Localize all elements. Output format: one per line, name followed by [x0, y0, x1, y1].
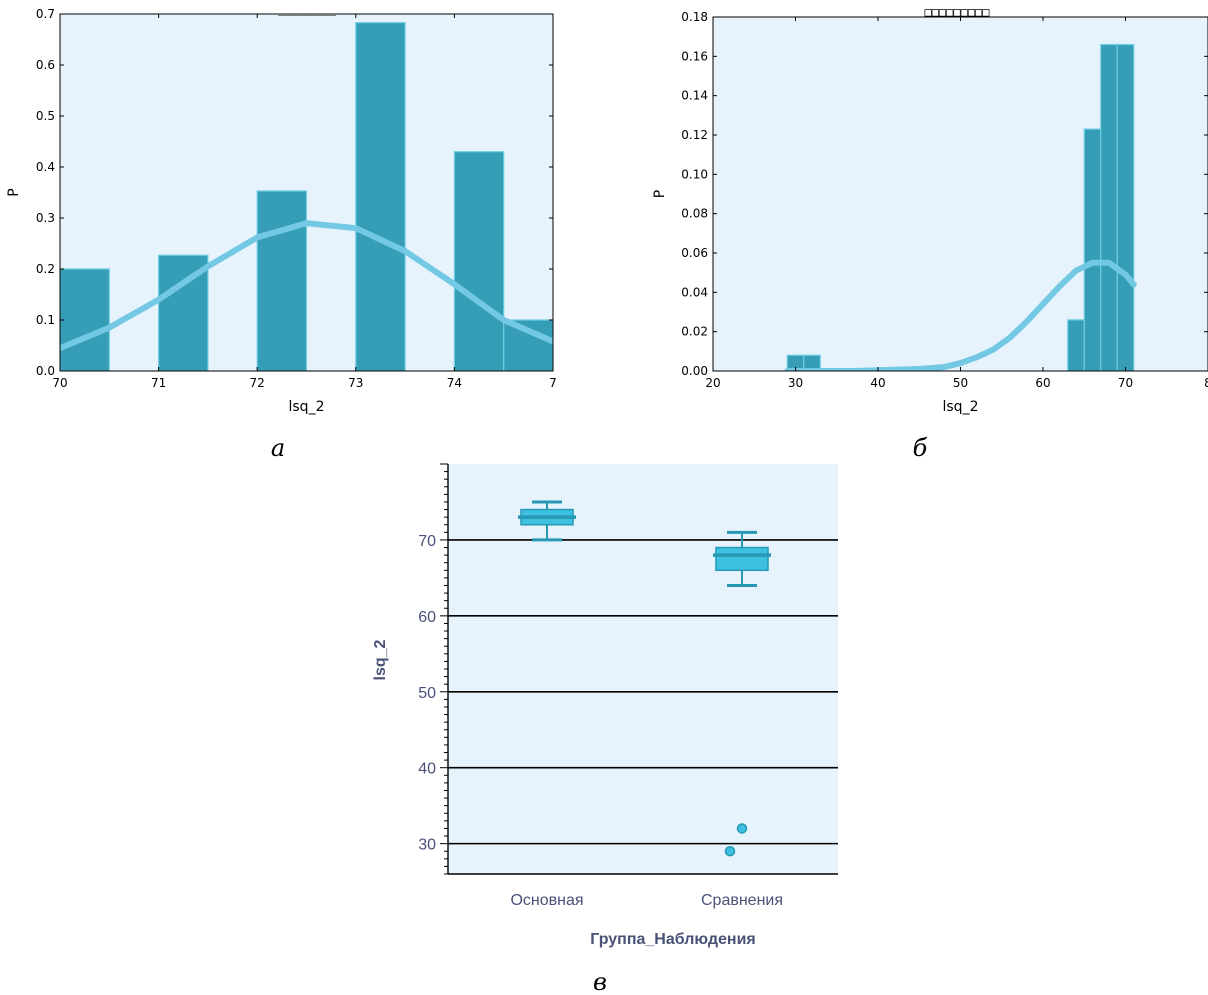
a-y-tick-label: 0.7 [36, 7, 55, 21]
a-x-tick-label: 71 [151, 376, 166, 390]
chart-a-density-curve [60, 220, 553, 352]
caption-c: в [593, 968, 607, 995]
histogram-chart-a: 70 71 72 73 74 7 0.0 0.1 0.2 0.3 0.4 0.5 0.6 0.7 ____… [6, 2, 557, 415]
a-x-tick-label: 72 [250, 376, 265, 390]
chart-b-y-axis-label: P [652, 190, 668, 198]
b-x-tick-label: 30 [788, 376, 803, 390]
chart-c-iqr-box [715, 546, 769, 572]
chart-c-box-1: Основная [510, 500, 584, 909]
b-y-tick-label: 0.00 [681, 364, 708, 378]
b-y-tick-label: 0.12 [681, 128, 708, 142]
chart-a-title-glyphs: ________ [278, 2, 337, 16]
a-bar-0 [60, 268, 110, 371]
a-x-tick-label: 74 [447, 376, 462, 390]
chart-c-y-tick-label: 30 [418, 837, 436, 854]
b-y-tick-label: 0.04 [681, 285, 708, 299]
chart-c-category-label: Сравнения [701, 892, 783, 909]
b-x-tick-label: 70 [1118, 376, 1133, 390]
b-bar-2 [1067, 319, 1085, 371]
chart-a-x-axis-label: lsq_2 [289, 399, 325, 415]
b-x-tick-label: 60 [1035, 376, 1050, 390]
b-y-tick-label: 0.16 [681, 49, 708, 63]
b-x-tick-label: 50 [953, 376, 968, 390]
chart-c-box-2: Сравнения [701, 530, 783, 909]
b-bar-4 [1100, 43, 1118, 371]
a-y-tick-label: 0.1 [36, 313, 55, 327]
a-y-tick-label: 0.4 [36, 160, 55, 174]
chart-c-y-tick-label: 50 [418, 685, 436, 702]
b-y-tick-label: 0.10 [681, 167, 708, 181]
a-bar-3 [355, 22, 406, 371]
histogram-chart-b: 20 30 40 50 60 70 8 0.00 0.02 0.04 0.06 0.08 0.10 0.1… [652, 5, 1208, 415]
chart-c-y-tick-label: 60 [418, 609, 436, 626]
a-bar-2 [256, 190, 308, 371]
b-bar-3 [1083, 128, 1102, 371]
chart-c-y-tick-label: 70 [418, 533, 436, 550]
b-y-tick-label: 0.06 [681, 246, 708, 260]
boxplot-chart-c: Основная Сравнения 30 40 50 60 70 Группа_Набл… [372, 463, 838, 948]
b-x-tick-label: 20 [705, 376, 720, 390]
a-y-tick-label: 0.0 [36, 364, 55, 378]
chart-c-x-axis-label: Группа_Наблюдения [590, 931, 756, 948]
chart-c-y-tick-label: 40 [418, 761, 436, 778]
a-x-tick-label: 73 [348, 376, 363, 390]
a-y-tick-label: 0.3 [36, 211, 55, 225]
a-bar-4 [453, 151, 505, 371]
b-y-tick-label: 0.02 [681, 325, 708, 339]
b-x-tick-label: 40 [870, 376, 885, 390]
a-y-tick-label: 0.6 [36, 58, 55, 72]
caption-a: а [271, 434, 285, 462]
a-y-tick-label: 0.2 [36, 262, 55, 276]
b-x-tick-label: 8 [1204, 376, 1208, 390]
chart-b-title-glyphs: □□□□□□□□□ [924, 5, 989, 19]
a-x-tick-label: 7 [549, 376, 557, 390]
chart-b-x-axis-label: lsq_2 [943, 399, 979, 415]
chart-a-y-axis-label: P [6, 188, 22, 196]
caption-b: б [913, 434, 928, 462]
b-y-tick-label: 0.14 [681, 89, 708, 103]
b-y-tick-label: 0.08 [681, 207, 708, 221]
chart-c-plot-area [448, 464, 838, 874]
chart-c-y-axis-label: lsq_2 [372, 639, 389, 680]
b-bar-5 [1116, 43, 1135, 371]
b-y-tick-label: 0.18 [681, 10, 708, 24]
chart-c-outlier-point [736, 823, 748, 834]
chart-c-category-label: Основная [510, 892, 583, 909]
chart-b-density-curve [784, 259, 1137, 371]
chart-a-frame [59, 13, 554, 372]
chart-c-outlier-point [724, 845, 736, 857]
a-x-tick-label: 70 [52, 376, 67, 390]
a-y-tick-label: 0.5 [36, 109, 55, 123]
